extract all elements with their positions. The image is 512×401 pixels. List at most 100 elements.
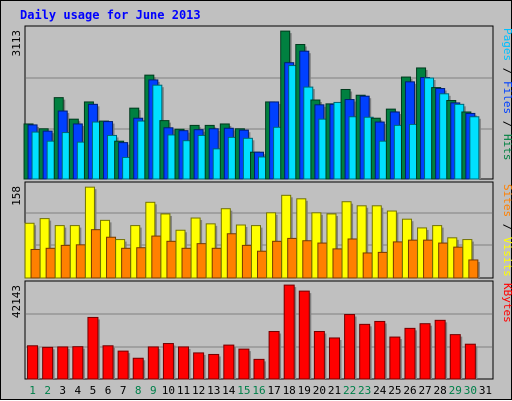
x-tick-label: 15 bbox=[237, 384, 250, 397]
bar-sites-day-14 bbox=[226, 233, 237, 279]
bar-kbytes-day-9 bbox=[147, 346, 159, 380]
x-tick-label: 17 bbox=[267, 384, 280, 397]
x-tick-label: 29 bbox=[449, 384, 462, 397]
bar-sites-day-30 bbox=[468, 259, 479, 279]
x-tick-label: 12 bbox=[192, 384, 205, 397]
bar-kbytes-day-6 bbox=[102, 345, 114, 380]
bar-kbytes-day-8 bbox=[132, 357, 144, 380]
x-tick-label: 31 bbox=[479, 384, 492, 397]
bar-sites-day-22 bbox=[347, 238, 358, 279]
x-tick-label: 11 bbox=[177, 384, 190, 397]
bar-sites-day-3 bbox=[60, 244, 71, 279]
x-tick-label: 28 bbox=[434, 384, 447, 397]
legend-kbytes: KBytes bbox=[501, 283, 512, 323]
bar-kbytes-day-1 bbox=[27, 345, 39, 380]
bar-kbytes-day-18 bbox=[283, 284, 295, 380]
bar-visits-day-24 bbox=[371, 205, 382, 279]
x-tick-label: 20 bbox=[313, 384, 326, 397]
bar-kbytes-day-7 bbox=[117, 350, 129, 380]
legend-visits-sites: Sites / Visits bbox=[501, 184, 512, 277]
bar-sites-day-26 bbox=[407, 239, 418, 279]
bar-kbytes-day-24 bbox=[374, 320, 386, 380]
bar-sites-day-9 bbox=[151, 235, 162, 279]
x-tick-label: 14 bbox=[222, 384, 236, 397]
x-tick-label: 10 bbox=[162, 384, 175, 397]
legend-visits: Visits bbox=[501, 237, 512, 277]
x-tick-label: 19 bbox=[298, 384, 311, 397]
bar-kbytes-day-2 bbox=[42, 346, 54, 380]
bar-sites-day-20 bbox=[317, 242, 328, 279]
bar-sites-day-1 bbox=[30, 248, 41, 279]
bar-kbytes-day-20 bbox=[313, 330, 325, 380]
legend-sites: Sites bbox=[501, 184, 512, 217]
x-tick-label: 7 bbox=[120, 384, 127, 397]
x-tick-label: 24 bbox=[373, 384, 387, 397]
bar-sites-day-6 bbox=[106, 236, 117, 279]
x-tick-label: 3 bbox=[59, 384, 66, 397]
x-tick-label: 1 bbox=[29, 384, 36, 397]
x-tick-label: 6 bbox=[105, 384, 112, 397]
bar-kbytes-day-21 bbox=[328, 337, 340, 380]
bar-sites-day-19 bbox=[302, 240, 313, 279]
bar-sites-day-15 bbox=[241, 244, 252, 279]
max-label-kbytes: 42143 bbox=[10, 285, 23, 318]
bar-kbytes-day-22 bbox=[344, 314, 356, 380]
bar-kbytes-day-23 bbox=[359, 323, 371, 380]
bar-kbytes-day-3 bbox=[57, 346, 69, 380]
x-tick-label: 27 bbox=[418, 384, 431, 397]
legend-pages: Pages bbox=[501, 28, 512, 61]
bar-kbytes-day-11 bbox=[178, 346, 190, 380]
bar-kbytes-day-10 bbox=[162, 343, 174, 380]
bar-kbytes-day-13 bbox=[208, 353, 220, 380]
bar-sites-day-18 bbox=[287, 237, 298, 279]
legend-hits-files-pages: Pages / Files / Hits bbox=[501, 28, 512, 161]
x-tick-label: 8 bbox=[135, 384, 142, 397]
bar-sites-day-17 bbox=[272, 240, 283, 279]
bar-kbytes-day-29 bbox=[449, 334, 461, 380]
bar-kbytes-day-17 bbox=[268, 330, 280, 380]
bar-pages-day-30 bbox=[469, 116, 480, 180]
bar-visits-day-19 bbox=[296, 198, 307, 279]
x-tick-label: 4 bbox=[75, 384, 82, 397]
bar-sites-day-10 bbox=[166, 240, 177, 279]
bar-kbytes-day-12 bbox=[193, 352, 205, 380]
x-tick-label: 16 bbox=[252, 384, 265, 397]
bar-sites-day-24 bbox=[377, 251, 388, 279]
max-label-hits-files-pages: 3113 bbox=[10, 30, 23, 57]
bar-kbytes-day-25 bbox=[389, 336, 401, 380]
bar-kbytes-day-28 bbox=[434, 319, 446, 380]
bar-sites-day-12 bbox=[196, 243, 207, 279]
bar-kbytes-day-4 bbox=[72, 346, 84, 380]
x-tick-label: 26 bbox=[403, 384, 416, 397]
bar-sites-day-21 bbox=[332, 248, 343, 279]
chart-title: Daily usage for June 2013 bbox=[20, 8, 201, 22]
bar-kbytes-day-26 bbox=[404, 327, 416, 380]
bar-visits-day-23 bbox=[356, 205, 367, 279]
bar-sites-day-7 bbox=[121, 247, 132, 279]
x-tick-label: 18 bbox=[283, 384, 296, 397]
x-tick-label: 25 bbox=[388, 384, 401, 397]
x-tick-label: 23 bbox=[358, 384, 371, 397]
bar-visits-day-30 bbox=[462, 239, 473, 279]
x-tick-label: 13 bbox=[207, 384, 220, 397]
x-tick-label: 21 bbox=[328, 384, 341, 397]
max-label-visits-sites: 158 bbox=[10, 186, 23, 206]
x-tick-label: 9 bbox=[150, 384, 157, 397]
bar-sites-day-5 bbox=[90, 229, 101, 279]
bar-visits-day-21 bbox=[326, 213, 337, 279]
bar-kbytes-day-16 bbox=[253, 358, 265, 380]
bar-sites-day-23 bbox=[362, 252, 373, 279]
bar-kbytes-day-5 bbox=[87, 316, 99, 380]
x-tick-label: 2 bbox=[44, 384, 51, 397]
x-tick-label: 5 bbox=[90, 384, 97, 397]
legend-files: Files bbox=[501, 81, 512, 114]
bar-kbytes-day-19 bbox=[298, 290, 310, 380]
bar-kbytes-day-14 bbox=[223, 344, 235, 380]
bar-sites-day-28 bbox=[438, 242, 449, 279]
bar-sites-day-25 bbox=[392, 241, 403, 279]
x-tick-label: 30 bbox=[464, 384, 477, 397]
bar-kbytes-day-27 bbox=[419, 323, 431, 380]
x-tick-label: 22 bbox=[343, 384, 356, 397]
